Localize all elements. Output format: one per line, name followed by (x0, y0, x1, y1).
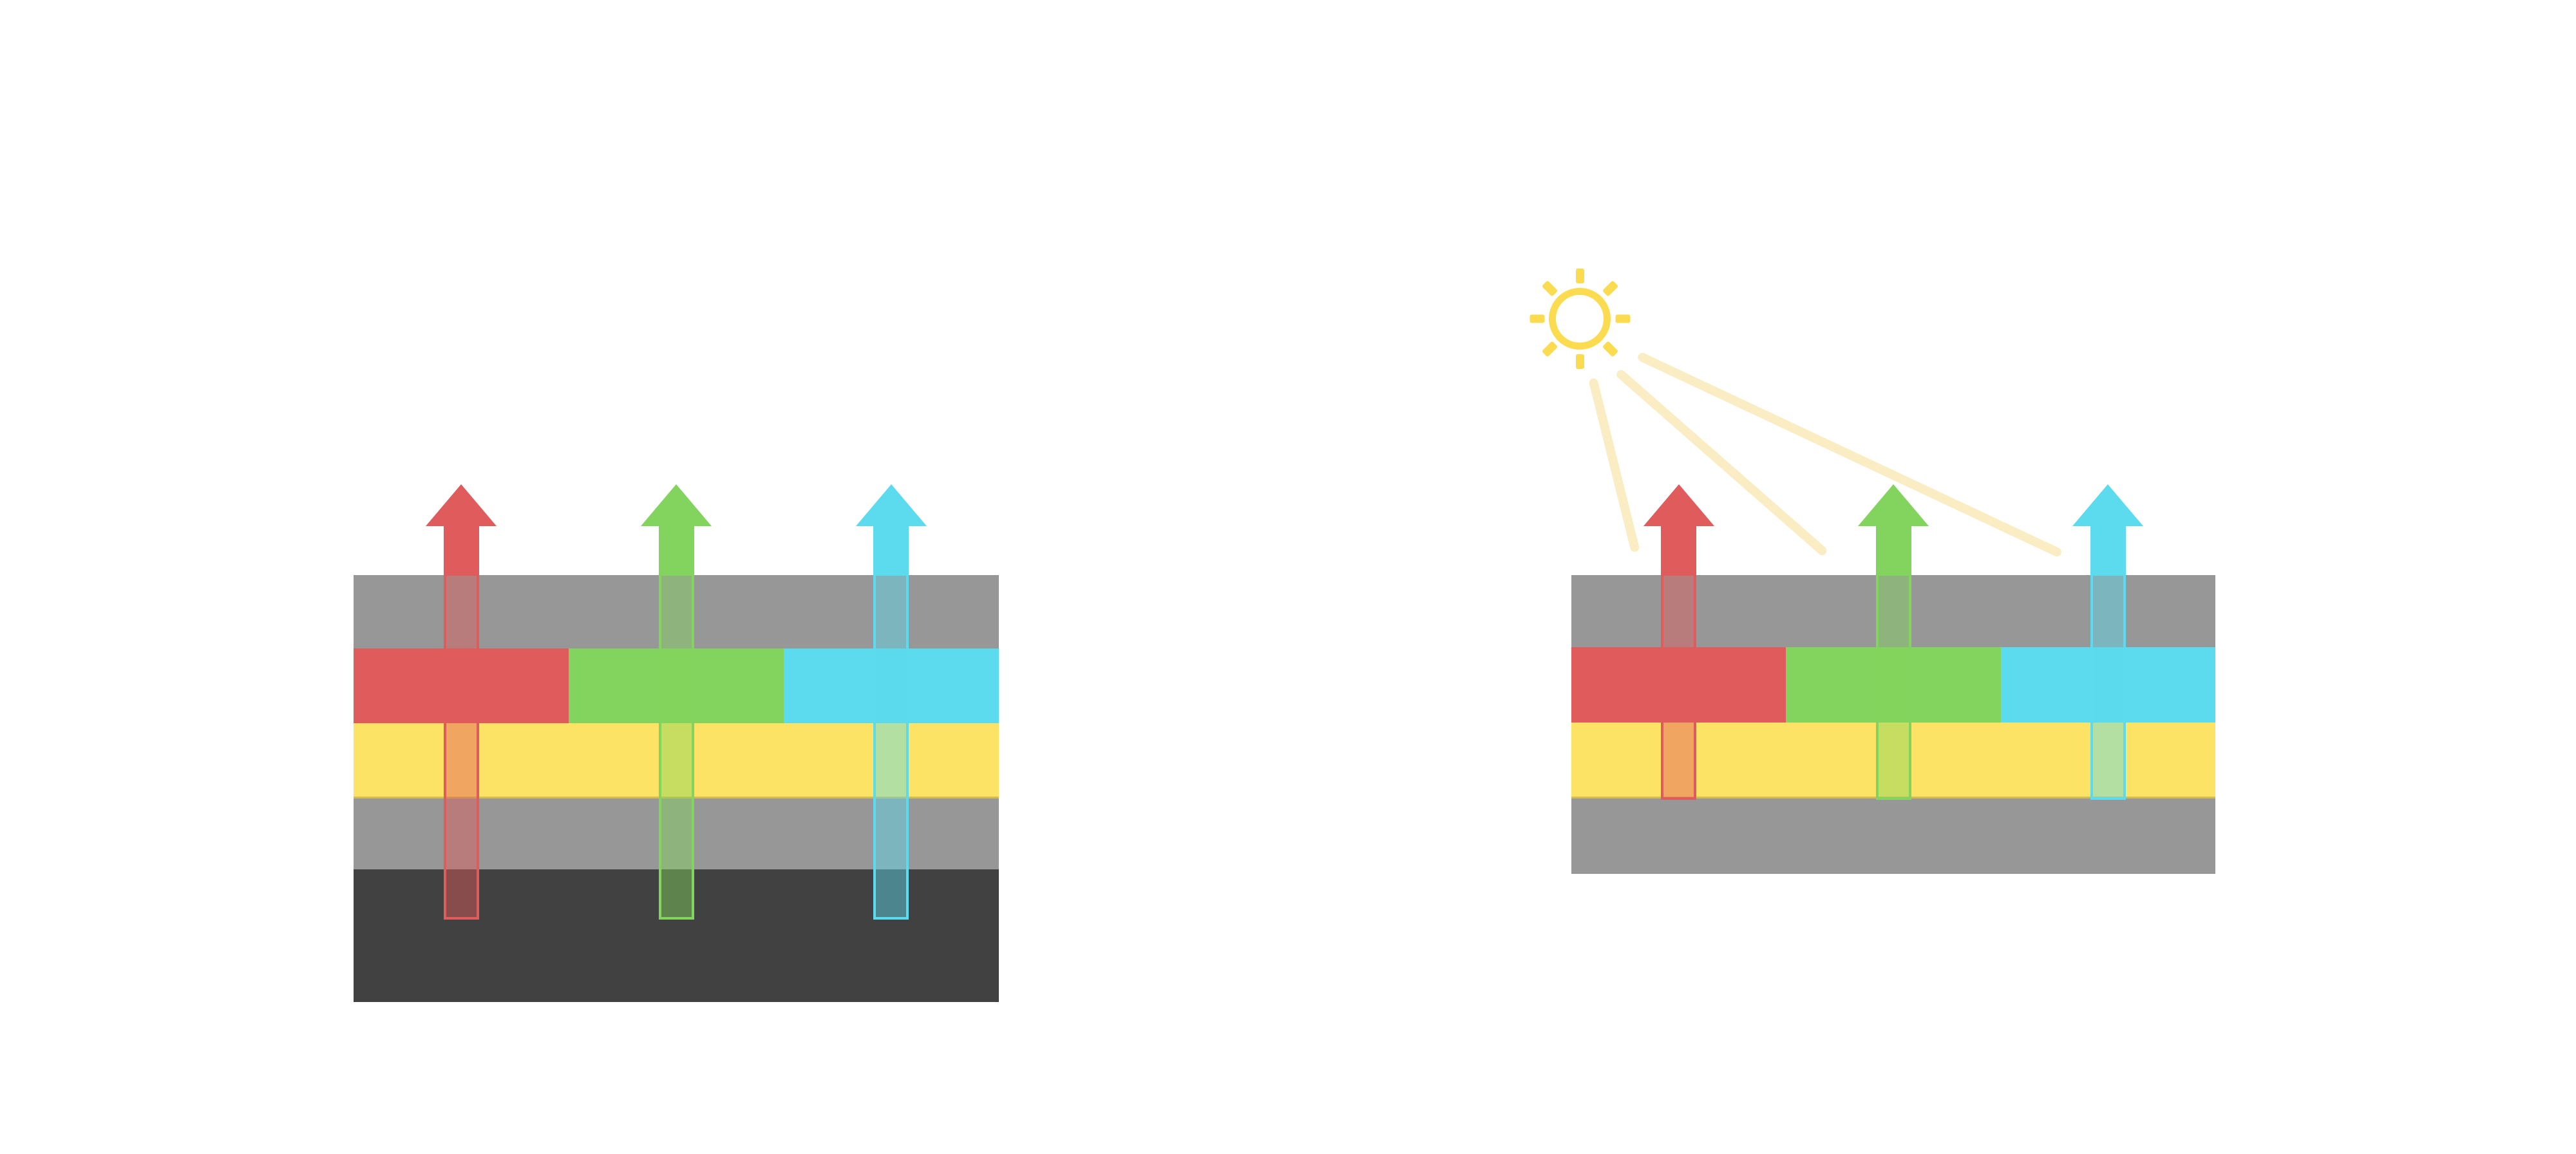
green-arrow-shaft (658, 526, 694, 576)
green-segment (569, 648, 784, 723)
sun-ray-tick (1575, 269, 1584, 283)
sun-ring (1549, 288, 1611, 350)
left-stack-dark-substrate-layer (354, 869, 999, 1002)
left-stack-gray-layer-bottom (354, 799, 999, 869)
right-stack-gray-layer-top (1571, 575, 2215, 647)
green-arrow-head (641, 484, 712, 526)
green-arrow-body (1875, 575, 1911, 800)
green-arrow-body (658, 575, 694, 920)
red-arrow-shaft (1661, 526, 1697, 576)
cyan-arrow-head (855, 484, 927, 526)
red-arrow-head (1643, 484, 1714, 526)
right-stack-rgb-layer (1571, 647, 2215, 723)
left-stack-rgb-layer (354, 648, 999, 723)
green-segment (1786, 647, 2001, 723)
cyan-arrow-shaft (2090, 526, 2126, 576)
cyan-segment (784, 648, 999, 723)
cyan-arrow-body (2090, 575, 2126, 800)
right-stack (1571, 575, 2215, 874)
green-arrow-head (1858, 484, 1929, 526)
red-segment (354, 648, 569, 723)
red-segment (1571, 647, 1786, 723)
right-stack-gray-layer-bottom (1571, 799, 2215, 874)
cyan-segment (2000, 647, 2215, 723)
red-arrow-body (443, 575, 479, 920)
left-stack-gray-layer-top (354, 575, 999, 648)
cyan-arrow-body (873, 575, 909, 920)
green-arrow-shaft (1875, 526, 1911, 576)
red-arrow-body (1661, 575, 1697, 800)
red-arrow-head (426, 484, 497, 526)
cyan-arrow-head (2072, 484, 2144, 526)
right-stack-yellow-layer (1571, 723, 2215, 799)
red-arrow-shaft (443, 526, 479, 576)
cyan-arrow-shaft (873, 526, 909, 576)
left-stack-yellow-layer (354, 723, 999, 799)
left-stack (354, 575, 999, 1002)
